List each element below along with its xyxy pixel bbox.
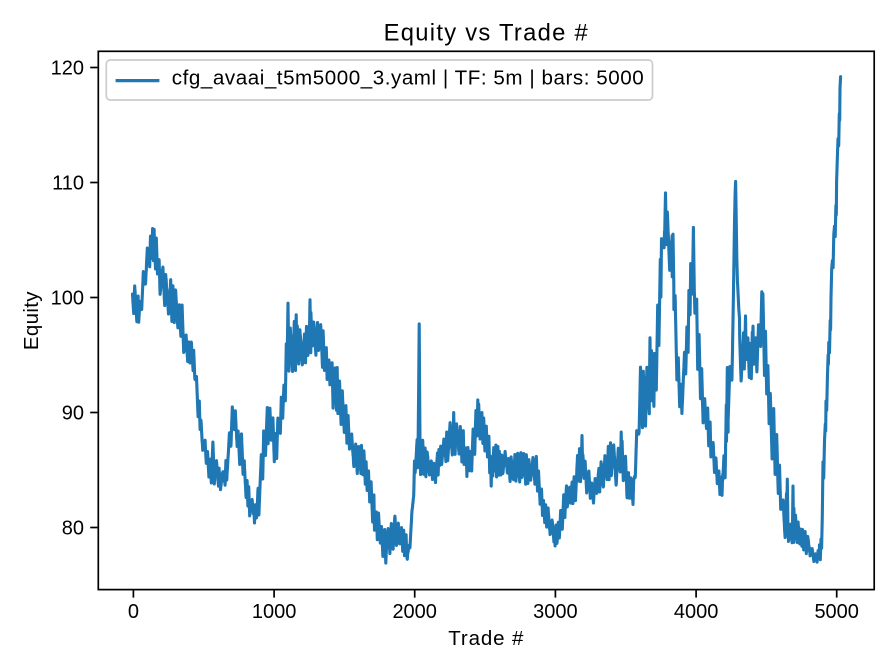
svg-text:3000: 3000 bbox=[533, 601, 578, 623]
svg-text:0: 0 bbox=[128, 601, 139, 623]
svg-text:110: 110 bbox=[52, 173, 84, 195]
svg-text:4000: 4000 bbox=[674, 601, 719, 623]
svg-text:5000: 5000 bbox=[814, 601, 859, 623]
svg-text:100: 100 bbox=[51, 288, 84, 310]
svg-text:cfg_avaai_t5m5000_3.yaml | TF:: cfg_avaai_t5m5000_3.yaml | TF: 5m | bars… bbox=[172, 67, 644, 90]
svg-text:1000: 1000 bbox=[252, 601, 297, 623]
svg-text:Trade #: Trade # bbox=[448, 627, 524, 650]
svg-text:80: 80 bbox=[62, 518, 84, 540]
svg-text:90: 90 bbox=[62, 403, 84, 425]
svg-text:Equity vs Trade #: Equity vs Trade # bbox=[384, 19, 589, 46]
svg-text:120: 120 bbox=[51, 58, 84, 80]
svg-text:2000: 2000 bbox=[392, 601, 437, 623]
svg-text:Equity: Equity bbox=[20, 291, 43, 350]
